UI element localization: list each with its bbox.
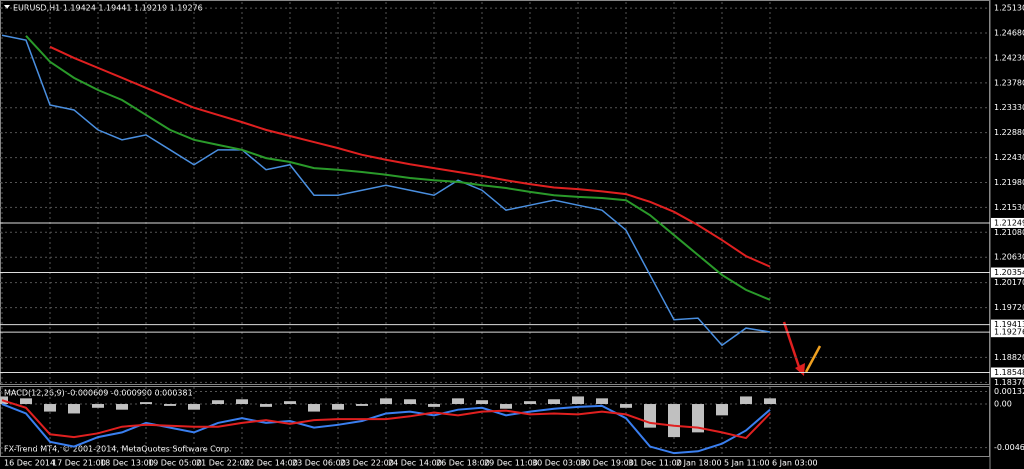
price-level-label: 1.21249 [994, 218, 1024, 227]
y-tick-label: 1.18820 [994, 353, 1024, 362]
histogram-bar [284, 401, 296, 405]
histogram-bar [212, 400, 224, 405]
price-level-label: 1.19413 [994, 320, 1024, 329]
histogram-bar [44, 404, 56, 412]
y-tick-label: 1.23780 [994, 78, 1024, 87]
price-level-box [991, 267, 1024, 278]
x-tick-label: 21 Dec 22:00 [196, 459, 250, 468]
x-tick-label: 23 Dec 06:00 [292, 459, 346, 468]
histogram-bar [236, 399, 248, 405]
histogram-bar [692, 404, 704, 433]
histogram-bar [188, 404, 200, 410]
y-tick-label: 1.20170 [994, 278, 1024, 287]
histogram-bar [668, 404, 680, 438]
histogram-bar [740, 396, 752, 405]
histogram-bar [260, 404, 272, 407]
chart-title: EURUSD,H1 1.19424 1.19441 1.19219 1.1927… [13, 4, 203, 13]
down-arrow [782, 321, 802, 371]
x-tick-label: 24 Dec 14:00 [388, 459, 442, 468]
series-line [1, 399, 771, 440]
x-tick-label: 30 Dec 19:00 [580, 459, 634, 468]
x-tick-label: 18 Dec 13:00 [100, 459, 154, 468]
histogram-bar [500, 404, 512, 409]
down-arrow-head [795, 363, 805, 376]
y-tick-label: 1.22880 [994, 128, 1024, 137]
histogram-bar [476, 400, 488, 405]
x-tick-label: 29 Dec 11:00 [484, 459, 538, 468]
histogram-bar [68, 404, 80, 414]
x-tick-label: 31 Dec 11:00 [628, 459, 682, 468]
histogram-bar [308, 404, 320, 412]
y-tick-label: 1.24680 [994, 29, 1024, 38]
histogram-bar [164, 404, 176, 406]
x-tick-label: 5 Jan 11:00 [724, 459, 770, 468]
x-tick-label: 2 Jan 18:00 [676, 459, 722, 468]
y-tick-label: 0.001326 [994, 387, 1024, 396]
y-tick-label: 1.19720 [994, 303, 1024, 312]
x-tick-label: 23 Dec 22:00 [340, 459, 394, 468]
y-tick-label: 1.21530 [994, 203, 1024, 212]
y-tick-label: 1.18370 [994, 378, 1024, 387]
histogram-bar [20, 398, 32, 405]
histogram-bar [428, 404, 440, 407]
y-tick-label: 1.21980 [994, 178, 1024, 187]
price-level-label: 1.18548 [994, 368, 1024, 377]
histogram-bar [380, 398, 392, 405]
x-tick-label: 6 Jan 03:00 [772, 459, 818, 468]
up-arrow [804, 345, 822, 373]
y-tick-label: 1.20630 [994, 253, 1024, 262]
x-tick-label: 22 Dec 14:00 [244, 459, 298, 468]
histogram-bar [116, 404, 128, 410]
histogram-bar [572, 396, 584, 405]
menu-arrow [4, 5, 10, 9]
histogram-bar [92, 404, 104, 408]
footer: FX-Trend MT4, © 2001-2014, MetaQuotes So… [4, 445, 232, 454]
price-level-box [991, 327, 1024, 338]
price-level-label: 1.19276 [994, 328, 1024, 337]
y-tick-label: 1.24230 [994, 53, 1024, 62]
x-tick-label: 30 Dec 03:00 [532, 459, 586, 468]
histogram-bar [356, 404, 368, 406]
histogram-bar [140, 402, 152, 405]
price-level-box [991, 319, 1024, 330]
histogram-bar [620, 404, 632, 408]
histogram-bar [764, 398, 776, 405]
y-tick-label: 1.23330 [994, 103, 1024, 112]
price-level-box [991, 217, 1024, 228]
histogram-bar [716, 404, 728, 416]
histogram-bar [404, 399, 416, 405]
histogram-bar [596, 398, 608, 405]
histogram-bar [332, 404, 344, 410]
y-tick-label: 1.21080 [994, 228, 1024, 237]
y-tick-label: -0.004615 [994, 443, 1024, 452]
series-line [25, 35, 771, 301]
histogram-bar [548, 399, 560, 405]
histogram-bar [452, 398, 464, 405]
y-tick-label: 1.25130 [994, 4, 1024, 13]
x-tick-label: 17 Dec 21:00 [52, 459, 106, 468]
histogram-bar [524, 401, 536, 405]
series-line [1, 403, 771, 455]
series-line [49, 45, 771, 268]
price-level-box [991, 367, 1024, 378]
x-tick-label: 26 Dec 18:00 [436, 459, 490, 468]
x-tick-label: 19 Dec 05:00 [148, 459, 202, 468]
x-tick-label: 16 Dec 2014 [4, 459, 55, 468]
price-level-label: 1.20354 [994, 268, 1024, 277]
series-line [1, 34, 771, 347]
y-tick-label: 1.22430 [994, 153, 1024, 162]
y-tick-label: 0.00 [994, 400, 1012, 409]
